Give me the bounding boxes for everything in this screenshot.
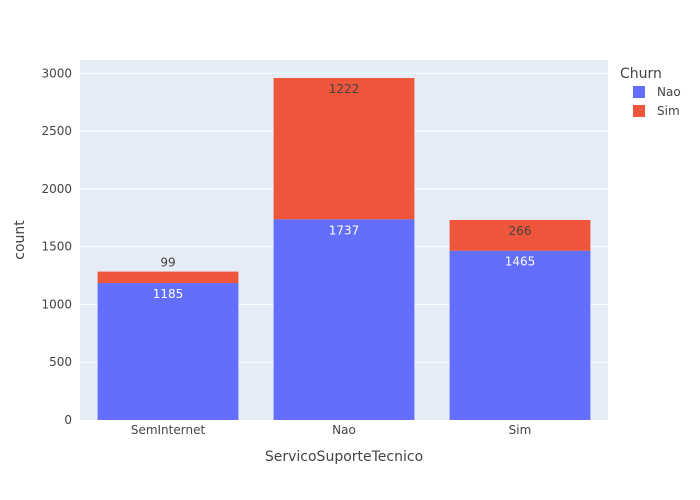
- x-axis: SemInternet Nao Sim: [131, 423, 531, 437]
- x-tick-label: SemInternet: [131, 423, 206, 437]
- legend-title: Churn: [620, 66, 662, 82]
- bar-nao[interactable]: [97, 283, 239, 420]
- y-tick-label: 3000: [41, 66, 72, 80]
- bar-value-label: 1222: [329, 82, 360, 96]
- x-tick-label: Nao: [332, 423, 356, 437]
- y-tick-label: 2000: [41, 182, 72, 196]
- bar-value-label: 266: [509, 224, 532, 238]
- legend-item-label: Nao: [657, 85, 681, 99]
- x-axis-title: ServicoSuporteTecnico: [265, 449, 423, 465]
- legend-swatch: [633, 105, 645, 117]
- bar-sim[interactable]: [449, 219, 591, 251]
- bar-sim[interactable]: [97, 271, 239, 284]
- legend-swatch: [633, 86, 645, 98]
- x-tick-label: Sim: [509, 423, 532, 437]
- bar-sim[interactable]: [273, 78, 415, 220]
- bar-nao[interactable]: [273, 219, 415, 420]
- bar-value-label: 1185: [153, 287, 184, 301]
- y-tick-label: 2500: [41, 124, 72, 138]
- y-tick-label: 500: [49, 355, 72, 369]
- bar-value-label: 1737: [329, 223, 360, 237]
- y-tick-label: 1000: [41, 297, 72, 311]
- bar-nao[interactable]: [449, 250, 591, 420]
- bar-value-label: 99: [160, 256, 175, 270]
- legend[interactable]: Churn Nao Sim: [620, 66, 681, 118]
- legend-item-label: Sim: [657, 104, 680, 118]
- y-axis-title: count: [12, 220, 28, 260]
- bar-value-label: 1465: [505, 255, 536, 269]
- bar-labels: 1185 99 1737 1222 1465 266: [153, 82, 536, 301]
- y-tick-label: 0: [64, 413, 72, 427]
- y-tick-label: 1500: [41, 240, 72, 254]
- y-axis: 0 500 1000 1500 2000 2500 3000: [41, 66, 72, 427]
- bars: [97, 78, 591, 420]
